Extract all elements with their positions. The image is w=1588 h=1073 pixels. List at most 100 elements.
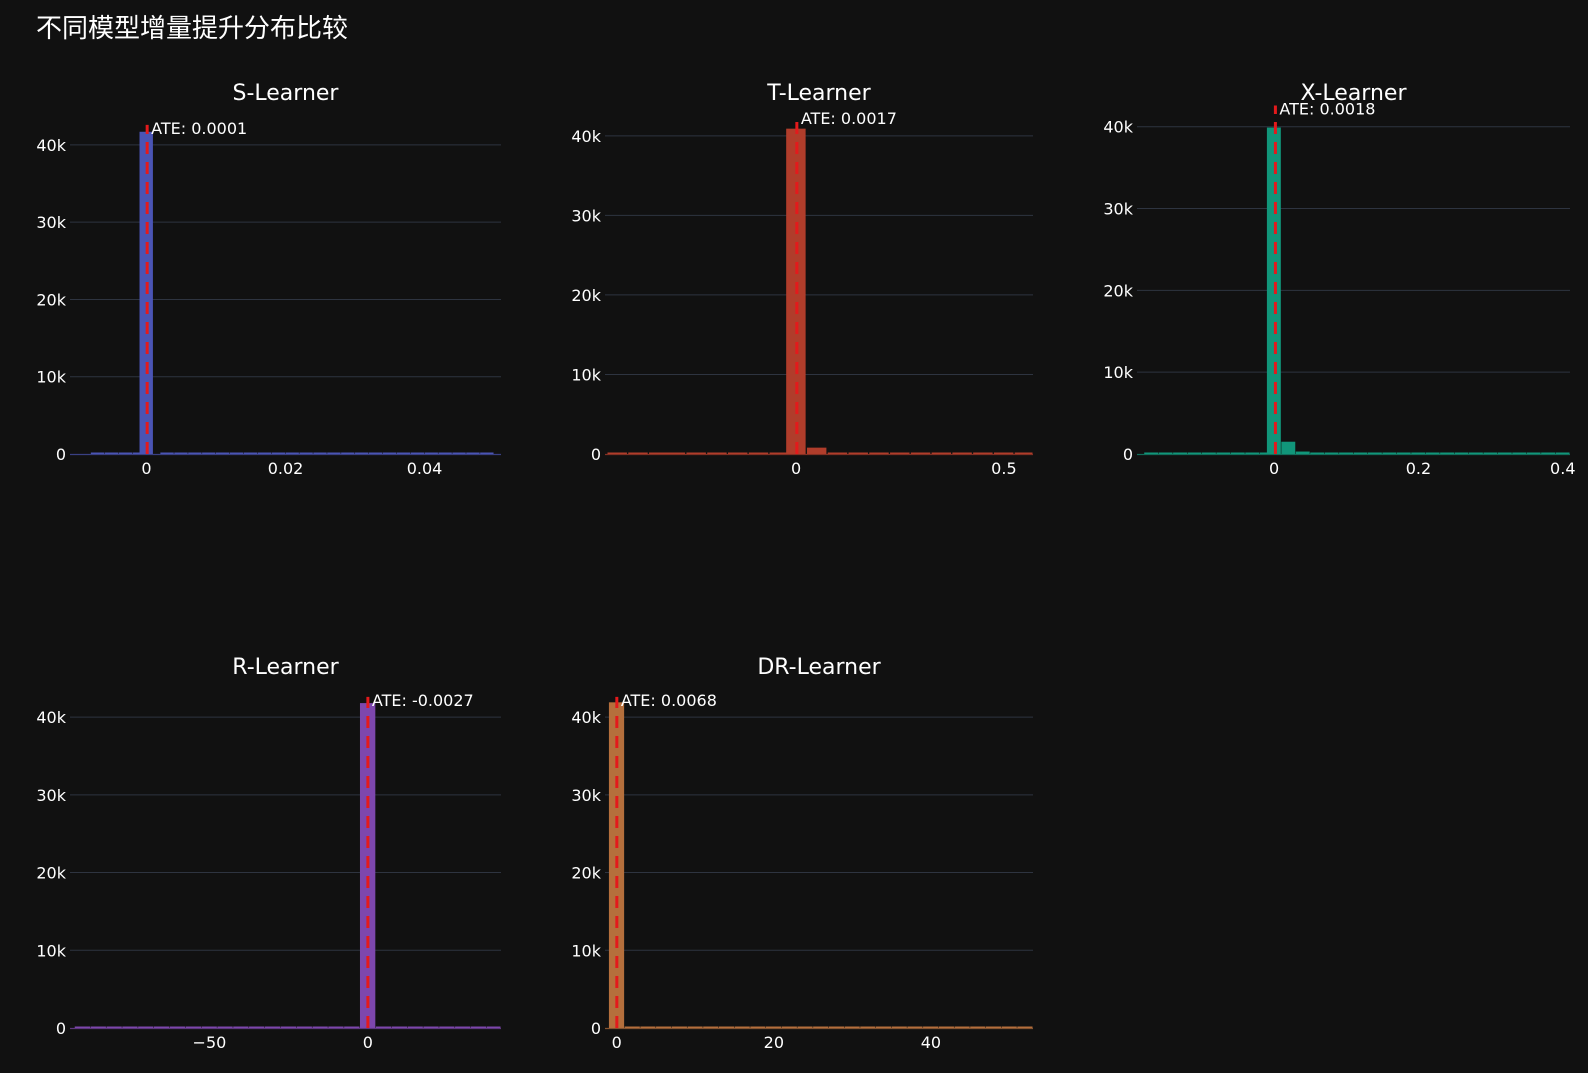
subplot-title: T-Learner bbox=[766, 81, 871, 106]
y-tick-label: 10k bbox=[1103, 363, 1133, 382]
y-tick-label: 40k bbox=[571, 127, 601, 146]
y-tick-label: 40k bbox=[36, 708, 66, 727]
histogram-bar bbox=[452, 452, 466, 454]
histogram-bar bbox=[423, 1026, 439, 1028]
histogram-bar bbox=[118, 452, 133, 454]
x-tick-label: 0 bbox=[141, 459, 151, 478]
y-tick-label: 0 bbox=[1123, 445, 1133, 464]
histogram-bar bbox=[1144, 452, 1159, 454]
y-tick-label: 30k bbox=[571, 206, 601, 225]
histogram-bar bbox=[727, 452, 748, 454]
histogram-bar bbox=[848, 452, 868, 454]
histogram-bar bbox=[1281, 441, 1296, 454]
ate-annotation: ATE: 0.0018 bbox=[1279, 99, 1375, 118]
subplot-s-learner: S-Learner 0 10k 20k 30k 40k 0 0.02 0.04 ATE: 0.00… bbox=[36, 81, 501, 478]
x-tick-label: 0 bbox=[363, 1033, 373, 1052]
histogram-bar bbox=[1353, 452, 1368, 454]
histogram-bar bbox=[703, 1026, 719, 1028]
histogram-bar bbox=[299, 452, 313, 454]
histogram-bar bbox=[1158, 452, 1173, 454]
histogram-bar bbox=[439, 1026, 455, 1028]
histogram-bar bbox=[174, 452, 188, 454]
subplot-title: DR-Learner bbox=[757, 655, 881, 680]
histogram-bar bbox=[640, 1026, 656, 1028]
y-tick-label: 20k bbox=[571, 286, 601, 305]
histogram-bar bbox=[486, 1026, 501, 1028]
y-tick-label: 10k bbox=[571, 941, 601, 960]
x-tick-label: 0 bbox=[612, 1033, 622, 1052]
histogram-bar bbox=[665, 452, 686, 454]
subplot-r-learner: R-Learner 0 10k 20k 30k 40k −50 0 ATE: -0.0027 bbox=[36, 655, 501, 1052]
histogram-bar bbox=[1526, 452, 1541, 454]
histogram-bar bbox=[160, 452, 174, 454]
x-tick-label: 0.4 bbox=[1550, 459, 1575, 478]
subplot-title: X-Learner bbox=[1301, 81, 1408, 106]
histogram-bar bbox=[313, 452, 327, 454]
histogram-bar bbox=[1295, 451, 1310, 454]
ate-annotation: ATE: 0.0017 bbox=[801, 109, 897, 128]
histogram-bar bbox=[1367, 452, 1382, 454]
histogram-bar bbox=[910, 452, 931, 454]
y-tick-label: 0 bbox=[56, 1019, 66, 1038]
histogram-bar bbox=[217, 1026, 233, 1028]
histogram-bar bbox=[973, 452, 993, 454]
histogram-bar bbox=[410, 452, 425, 454]
histogram-bar bbox=[970, 1026, 986, 1028]
histogram-bar bbox=[257, 452, 272, 454]
histogram-bar bbox=[328, 1026, 344, 1028]
ate-annotation: ATE: -0.0027 bbox=[372, 691, 474, 710]
histogram-bar bbox=[312, 1026, 328, 1028]
histogram-bar bbox=[993, 452, 1014, 454]
histogram-bar bbox=[875, 1026, 892, 1028]
histogram-bar bbox=[781, 1026, 797, 1028]
histogram-bar bbox=[169, 1026, 186, 1028]
histogram-bar bbox=[748, 452, 769, 454]
y-tick-label: 30k bbox=[1103, 200, 1133, 219]
subplot-title: R-Learner bbox=[232, 655, 339, 680]
histogram-bar bbox=[1201, 452, 1216, 454]
x-tick-label: 0.04 bbox=[407, 459, 443, 478]
histogram-bar bbox=[687, 1026, 703, 1028]
histogram-bar bbox=[607, 452, 627, 454]
histogram-bar bbox=[382, 452, 397, 454]
histogram-bar bbox=[229, 452, 244, 454]
histogram-bar bbox=[1017, 1026, 1033, 1028]
histogram-bar bbox=[1382, 452, 1397, 454]
histogram-bar bbox=[1245, 452, 1260, 454]
histogram-bar bbox=[424, 452, 438, 454]
histogram-bar bbox=[869, 452, 889, 454]
histogram-bar bbox=[1411, 452, 1426, 454]
histogram-bar bbox=[249, 1026, 265, 1028]
x-tick-label: 0.5 bbox=[991, 459, 1016, 478]
histogram-bar bbox=[104, 452, 119, 454]
histogram-bar bbox=[624, 1026, 640, 1028]
histogram-bar bbox=[185, 1026, 202, 1028]
histogram-bar bbox=[952, 452, 972, 454]
histogram-bar bbox=[1324, 452, 1339, 454]
histogram-bar bbox=[827, 452, 848, 454]
histogram-bar bbox=[860, 1026, 876, 1028]
histogram-bar bbox=[1173, 452, 1188, 454]
histogram-bar bbox=[391, 1026, 408, 1028]
y-tick-label: 0 bbox=[591, 1019, 601, 1038]
histogram-bar bbox=[368, 452, 383, 454]
y-tick-label: 30k bbox=[571, 786, 601, 805]
x-tick-label: 0.02 bbox=[268, 459, 304, 478]
histogram-bar bbox=[750, 1026, 766, 1028]
histogram-bar bbox=[470, 1026, 487, 1028]
histogram-bar bbox=[202, 452, 216, 454]
y-tick-label: 30k bbox=[36, 786, 66, 805]
histogram-bar bbox=[188, 452, 202, 454]
ate-annotation: ATE: 0.0068 bbox=[621, 691, 717, 710]
y-tick-label: 10k bbox=[36, 941, 66, 960]
histogram-bar bbox=[1339, 452, 1353, 454]
y-tick-label: 20k bbox=[36, 290, 66, 309]
ate-annotation: ATE: 0.0001 bbox=[151, 119, 247, 138]
y-tick-label: 40k bbox=[571, 708, 601, 727]
histogram-bar bbox=[1497, 452, 1512, 454]
y-tick-label: 10k bbox=[571, 365, 601, 384]
histogram-bar bbox=[923, 1026, 939, 1028]
histogram-bar bbox=[296, 1026, 312, 1028]
histogram-bar bbox=[649, 452, 669, 454]
